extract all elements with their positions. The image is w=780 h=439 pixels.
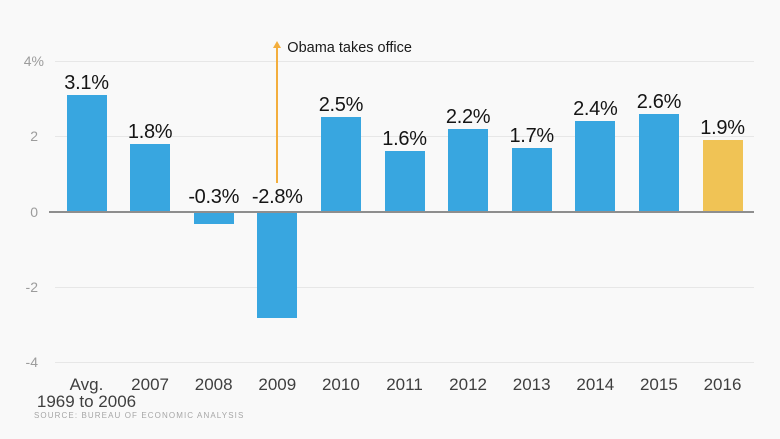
x-axis-category-line: Avg.	[69, 375, 104, 394]
y-axis-tick-label: 2	[30, 128, 38, 145]
gridline	[55, 286, 754, 288]
x-axis-category-line: 2016	[703, 375, 742, 394]
bar	[638, 113, 679, 212]
bar	[66, 94, 107, 212]
bar	[702, 140, 743, 212]
annotation-text: Obama takes office	[287, 40, 412, 56]
bar	[320, 117, 361, 212]
x-axis-category-label: 2011	[335, 376, 475, 393]
gridline	[55, 61, 754, 62]
bar-value-label: 1.6%	[382, 128, 427, 151]
bar-value-label: 2.4%	[573, 98, 618, 121]
x-axis-category-label: 2015	[589, 376, 729, 393]
bar	[384, 151, 425, 212]
y-axis-tick-label: 4%	[23, 53, 44, 69]
bar-value-label: 2.6%	[636, 90, 682, 113]
bar	[575, 121, 616, 212]
x-axis-category-label: 2008	[144, 376, 284, 393]
y-axis-tick-label: 0	[30, 203, 38, 220]
x-axis-category-label: 2013	[462, 376, 602, 393]
x-axis-category-label: 2012	[398, 376, 538, 393]
annotation-arrow-up-icon	[273, 41, 282, 48]
x-axis-category-label: 2007	[80, 376, 220, 393]
x-axis-category-line: 2009	[258, 375, 297, 394]
y-axis-tick-label: -2	[25, 278, 38, 295]
x-axis-category-label: 2014	[525, 376, 665, 393]
bar-value-label: 3.1%	[64, 71, 109, 94]
gridline	[55, 136, 754, 138]
bar	[193, 212, 234, 224]
x-axis-category-label: 2009	[207, 376, 347, 393]
y-axis-tick-label: -4	[25, 354, 38, 370]
x-axis-category-label: Avg. 1969 to 2006	[17, 376, 157, 410]
bar-value-label: -0.3%	[188, 185, 240, 208]
bar-value-label: 2.2%	[445, 105, 491, 128]
x-axis-category-line: 2010	[321, 375, 360, 394]
bar	[257, 212, 298, 318]
x-axis-category-label: 2010	[271, 376, 411, 393]
bar	[130, 143, 171, 212]
x-axis-category-line: 2007	[131, 375, 169, 394]
x-axis-category-line: 2011	[386, 375, 423, 394]
bar-value-label: -2.8%	[251, 185, 303, 208]
x-axis-category-line: 2013	[512, 375, 551, 394]
x-axis-category-line: 2015	[639, 375, 678, 394]
bar-value-label: 1.9%	[700, 117, 745, 139]
x-axis-category-line: 1969 to 2006	[36, 392, 137, 411]
annotation-line	[276, 47, 279, 183]
x-axis-category-line: 2014	[576, 375, 615, 394]
x-axis-category-line: 2012	[449, 375, 487, 394]
bar-value-label: 1.7%	[509, 124, 554, 147]
zero-baseline	[49, 210, 754, 213]
x-axis-category-line: 2008	[194, 375, 233, 394]
bar-value-label: 1.8%	[127, 120, 173, 143]
bar-value-label: 2.5%	[318, 94, 364, 117]
source-attribution: SOURCE: BUREAU OF ECONOMIC ANALYSIS	[34, 411, 245, 420]
bar	[511, 147, 552, 212]
x-axis-category-label: 2016	[653, 376, 780, 393]
bar	[448, 128, 489, 212]
gridline	[55, 362, 754, 363]
